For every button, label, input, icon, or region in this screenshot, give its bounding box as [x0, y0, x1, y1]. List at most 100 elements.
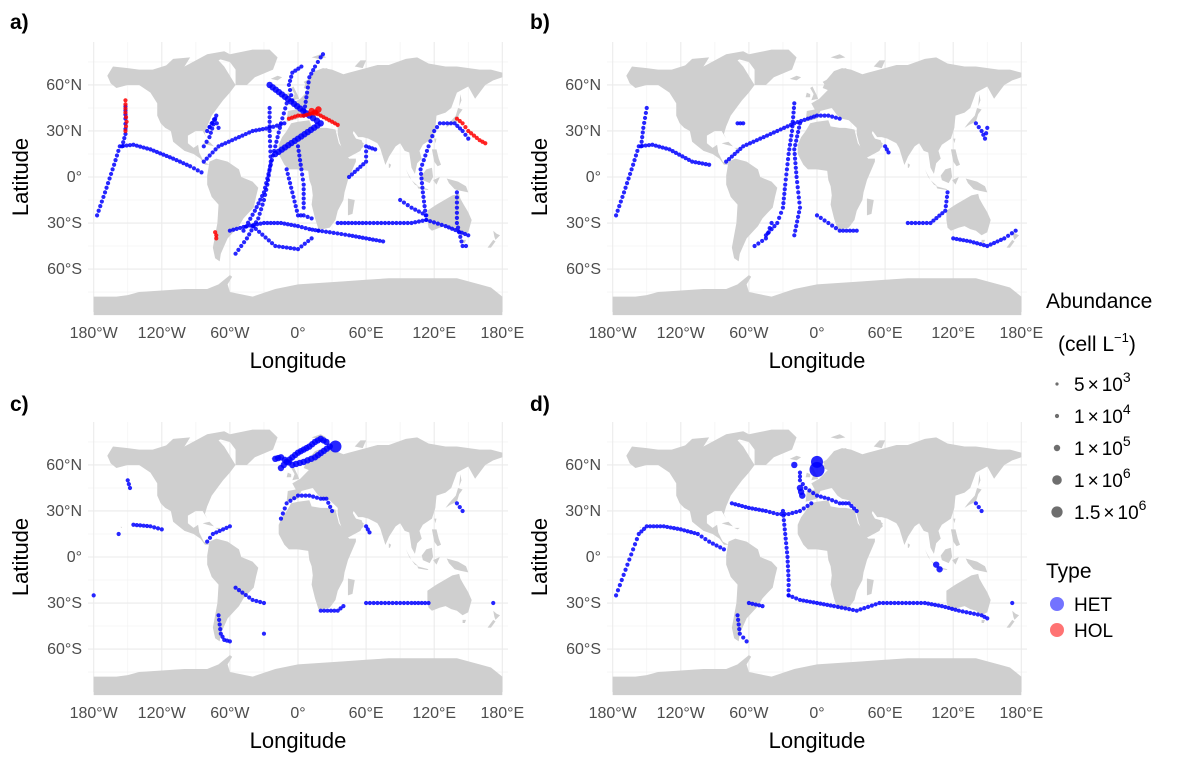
point-het: [781, 200, 786, 206]
point-het: [339, 231, 344, 237]
point-het: [620, 194, 625, 200]
legend-type-label: HOL: [1074, 621, 1113, 642]
point-het: [623, 567, 628, 572]
point-het: [371, 600, 376, 606]
point-het: [463, 132, 468, 137]
point-het: [371, 220, 376, 226]
point-het: [936, 566, 943, 573]
point-het: [726, 157, 732, 162]
point-het: [240, 590, 245, 595]
point-het: [782, 191, 787, 196]
x-tick-label: 0°: [290, 705, 305, 722]
point-het: [795, 129, 801, 135]
point-het: [668, 525, 673, 530]
point-het: [653, 143, 658, 148]
point-het: [423, 153, 428, 158]
panel-c: c) 180°W 120°W 60°W 0° 60°E 120°E 180°E 60°N 30°N…: [8, 393, 524, 753]
point-het: [104, 185, 109, 190]
point-het: [364, 159, 369, 164]
point-het: [236, 588, 242, 593]
point-het: [260, 232, 265, 237]
point-het: [342, 220, 347, 226]
point-het: [979, 508, 984, 514]
point-het: [250, 223, 255, 229]
point-het: [324, 496, 329, 501]
point-het: [954, 236, 959, 242]
point-het: [811, 600, 816, 605]
point-het: [241, 228, 246, 233]
point-het: [386, 600, 391, 606]
point-het: [613, 593, 619, 598]
point-het: [635, 148, 640, 154]
point-het: [642, 120, 647, 126]
legend-size-unit: (cell L−1): [1058, 330, 1136, 356]
point-het: [416, 209, 421, 214]
point-het: [370, 237, 376, 242]
point-het: [744, 639, 749, 644]
point-het: [926, 601, 931, 606]
point-het: [641, 125, 646, 131]
point-het: [306, 80, 311, 85]
point-het: [260, 127, 265, 132]
point-het: [797, 508, 803, 514]
point-het: [629, 552, 634, 557]
point-het: [141, 523, 146, 528]
point-het: [794, 223, 799, 229]
point-het: [626, 176, 631, 181]
point-het: [174, 158, 179, 163]
x-tick-label: 180°E: [999, 705, 1043, 722]
point-het: [795, 180, 800, 185]
point-het: [818, 215, 823, 221]
point-het: [744, 142, 749, 147]
point-het: [814, 213, 820, 218]
point-het: [736, 622, 741, 627]
point-het: [844, 228, 849, 233]
point-het: [883, 144, 888, 149]
point-het: [446, 225, 451, 230]
x-tick-label: 60°W: [729, 705, 769, 722]
point-het: [452, 121, 457, 126]
point-het: [804, 599, 809, 604]
point-het: [301, 200, 306, 206]
point-het: [239, 243, 244, 249]
point-het: [763, 236, 769, 241]
y-tick-label: 60°N: [46, 457, 82, 474]
point-hol: [457, 118, 462, 124]
point-het: [292, 496, 297, 501]
y-tick-label: 0°: [586, 549, 601, 566]
point-het: [775, 220, 780, 226]
point-het: [973, 501, 979, 506]
point-het: [91, 593, 96, 598]
point-het: [287, 78, 293, 83]
point-het: [854, 608, 859, 613]
point-het: [632, 542, 638, 547]
point-het: [223, 141, 228, 146]
point-het: [826, 496, 831, 501]
point-het: [795, 214, 801, 219]
point-het: [621, 190, 627, 195]
point-het: [364, 600, 369, 606]
point-het: [207, 535, 213, 540]
point-het: [951, 236, 956, 241]
point-het: [346, 233, 352, 238]
point-het: [341, 603, 346, 609]
point-het: [424, 213, 429, 218]
point-het: [931, 218, 936, 223]
point-het: [377, 238, 382, 243]
point-het: [276, 244, 282, 249]
point-het: [352, 169, 357, 174]
point-het: [301, 205, 306, 210]
point-het: [707, 539, 712, 544]
point-het: [381, 239, 386, 244]
point-het: [907, 600, 912, 606]
point-het: [201, 144, 206, 149]
point-het: [148, 147, 153, 152]
point-het: [247, 232, 252, 237]
point-het: [888, 600, 893, 606]
point-het: [99, 199, 104, 204]
point-het: [374, 238, 379, 243]
point-het: [171, 156, 176, 161]
point-het: [287, 181, 293, 186]
point-het: [784, 541, 789, 546]
